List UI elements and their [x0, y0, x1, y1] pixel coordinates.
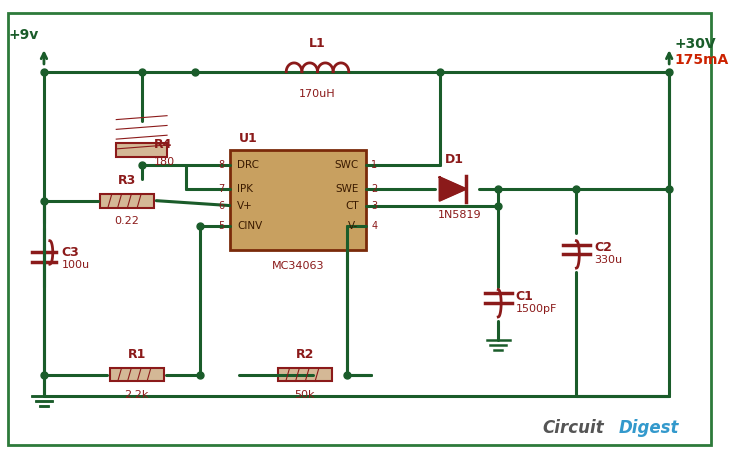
- Text: C3: C3: [62, 246, 79, 259]
- Text: L1: L1: [309, 37, 326, 50]
- Text: 7: 7: [219, 184, 224, 194]
- Text: SWC: SWC: [334, 159, 358, 169]
- Text: DRC: DRC: [238, 159, 259, 169]
- Text: C1: C1: [516, 290, 534, 303]
- FancyBboxPatch shape: [100, 194, 154, 207]
- Text: 170uH: 170uH: [300, 89, 336, 99]
- Text: R1: R1: [127, 348, 146, 361]
- Text: 2.2k: 2.2k: [124, 390, 149, 400]
- Text: C2: C2: [594, 241, 612, 254]
- Text: 5: 5: [219, 221, 224, 231]
- Text: Digest: Digest: [618, 419, 679, 437]
- Text: D1: D1: [445, 153, 464, 166]
- Text: 3: 3: [371, 201, 378, 211]
- Text: MC34063: MC34063: [272, 261, 325, 271]
- Polygon shape: [439, 177, 466, 201]
- Text: 330u: 330u: [594, 255, 622, 265]
- Text: +9v: +9v: [9, 28, 39, 43]
- Text: Circuit: Circuit: [542, 419, 604, 437]
- Text: V+: V+: [238, 201, 253, 211]
- FancyBboxPatch shape: [230, 150, 367, 250]
- Text: 8: 8: [219, 159, 224, 169]
- FancyBboxPatch shape: [8, 13, 711, 445]
- Text: CT: CT: [345, 201, 358, 211]
- Text: CINV: CINV: [238, 221, 263, 231]
- Text: 6: 6: [219, 201, 224, 211]
- Text: 1500pF: 1500pF: [516, 304, 557, 314]
- Text: R2: R2: [296, 348, 314, 361]
- Text: IPK: IPK: [238, 184, 253, 194]
- Text: 1N5819: 1N5819: [437, 210, 481, 220]
- Text: 4: 4: [371, 221, 378, 231]
- Text: 1: 1: [371, 159, 378, 169]
- Text: 180: 180: [153, 157, 174, 167]
- Text: R3: R3: [118, 174, 136, 187]
- Text: 100u: 100u: [62, 260, 90, 270]
- Text: 50k: 50k: [294, 390, 315, 400]
- Text: R4: R4: [153, 138, 171, 152]
- FancyBboxPatch shape: [278, 368, 332, 382]
- Text: 0.22: 0.22: [115, 216, 139, 226]
- Text: V-: V-: [348, 221, 358, 231]
- Text: +30V: +30V: [674, 38, 715, 51]
- Text: U1: U1: [239, 132, 258, 145]
- Text: 175mA: 175mA: [674, 53, 729, 67]
- FancyBboxPatch shape: [110, 368, 163, 382]
- FancyBboxPatch shape: [116, 143, 167, 157]
- Text: SWE: SWE: [335, 184, 358, 194]
- Text: 2: 2: [371, 184, 378, 194]
